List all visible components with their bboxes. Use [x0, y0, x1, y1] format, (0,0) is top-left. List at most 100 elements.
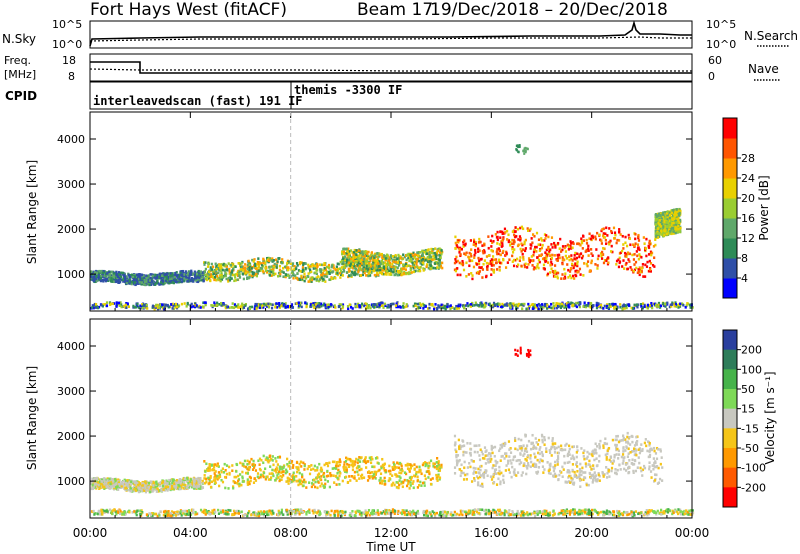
- echo-cell: [360, 250, 364, 254]
- echo-cell: [579, 301, 582, 304]
- echo-cell: [540, 246, 544, 250]
- echo-cell: [230, 277, 233, 280]
- echo-cell: [603, 236, 606, 239]
- echo-cell: [295, 267, 298, 271]
- echo-cell: [259, 266, 262, 270]
- echo-cell: [151, 514, 154, 517]
- echo-cell: [169, 274, 172, 278]
- echo-cell: [211, 270, 215, 274]
- echo-cell: [214, 275, 217, 279]
- echo-cell: [235, 304, 238, 308]
- echo-cell: [181, 269, 185, 273]
- echo-cell: [190, 276, 194, 280]
- echo-cell: [658, 223, 662, 226]
- echo-cell: [557, 305, 560, 309]
- echo-cell: [664, 218, 667, 222]
- echo-cell: [246, 277, 249, 280]
- echo-cell: [290, 304, 293, 308]
- echo-cell: [666, 225, 669, 229]
- echo-cell: [428, 255, 431, 259]
- echo-cell: [430, 247, 433, 251]
- echo-cell: [535, 231, 539, 235]
- echo-cell: [622, 247, 625, 250]
- echo-cell: [622, 303, 626, 307]
- echo-cell: [541, 243, 544, 247]
- echo-cell: [374, 259, 377, 262]
- echo-cell: [260, 306, 263, 309]
- echo-cell: [412, 261, 415, 265]
- echo-cell: [643, 305, 646, 308]
- echo-cell: [117, 273, 121, 276]
- echo-cell: [599, 238, 602, 242]
- echo-cell: [327, 510, 330, 514]
- echo-cell: [300, 274, 303, 278]
- echo-cell: [587, 244, 590, 248]
- echo-cell: [325, 305, 328, 309]
- echo-cell: [402, 263, 405, 266]
- echo-cell: [101, 508, 104, 512]
- echo-cell: [244, 266, 247, 269]
- echo-cell: [376, 255, 379, 259]
- echo-cell: [455, 243, 458, 247]
- echo-cell: [658, 225, 661, 228]
- echo-cell: [229, 273, 232, 276]
- echo-cell: [307, 263, 310, 267]
- echo-cell: [364, 269, 367, 272]
- echo-cell: [664, 217, 667, 220]
- echo-cell: [260, 262, 263, 265]
- echo-cell: [364, 259, 367, 263]
- echo-cell: [347, 251, 350, 255]
- echo-cell: [425, 265, 428, 269]
- echo-cell: [204, 277, 207, 281]
- echo-cell: [655, 303, 658, 307]
- echo-cell: [387, 262, 390, 266]
- echo-cell: [412, 266, 415, 270]
- echo-cell: [220, 271, 223, 274]
- echo-cell: [339, 269, 343, 273]
- echo-cell: [643, 303, 646, 307]
- echo-cell: [146, 281, 149, 284]
- echo-cell: [119, 277, 122, 281]
- echo-cell: [388, 256, 391, 259]
- echo-cell: [318, 302, 321, 305]
- echo-cell: [390, 270, 393, 273]
- echo-cell: [130, 282, 133, 286]
- echo-cell: [248, 273, 251, 277]
- echo-cell: [234, 278, 238, 282]
- echo-cell: [415, 262, 418, 266]
- echo-cell: [405, 264, 408, 268]
- echo-cell: [680, 302, 684, 306]
- echo-cell: [275, 266, 278, 269]
- echo-cell: [630, 268, 633, 272]
- echo-cell: [376, 251, 379, 255]
- echo-cell: [428, 253, 431, 257]
- freq-tick-top: 18: [62, 54, 76, 67]
- echo-cell: [600, 242, 603, 245]
- echo-cell: [523, 240, 526, 244]
- echo-cell: [120, 271, 123, 275]
- echo-cell: [338, 262, 341, 266]
- echo-cell: [194, 513, 197, 516]
- echo-cell: [568, 255, 571, 258]
- echo-cell: [618, 260, 622, 264]
- echo-cell: [227, 276, 230, 280]
- echo-cell: [281, 270, 284, 274]
- echo-cell: [528, 229, 531, 232]
- echo-cell: [160, 276, 163, 280]
- echo-cell: [487, 235, 490, 238]
- echo-cell: [102, 269, 105, 273]
- echo-cell: [603, 304, 606, 308]
- echo-cell: [141, 511, 144, 514]
- echo-cell: [329, 303, 333, 306]
- echo-cell: [615, 241, 618, 245]
- echo-cell: [504, 231, 507, 234]
- echo-cell: [250, 267, 253, 270]
- echo-cell: [226, 305, 229, 309]
- echo-cell: [125, 301, 128, 305]
- echo-cell: [644, 247, 648, 250]
- echo-cell: [374, 512, 377, 516]
- echo-cell: [367, 250, 370, 254]
- echo-cell: [564, 272, 567, 276]
- echo-cell: [307, 272, 310, 275]
- echo-cell: [194, 302, 197, 306]
